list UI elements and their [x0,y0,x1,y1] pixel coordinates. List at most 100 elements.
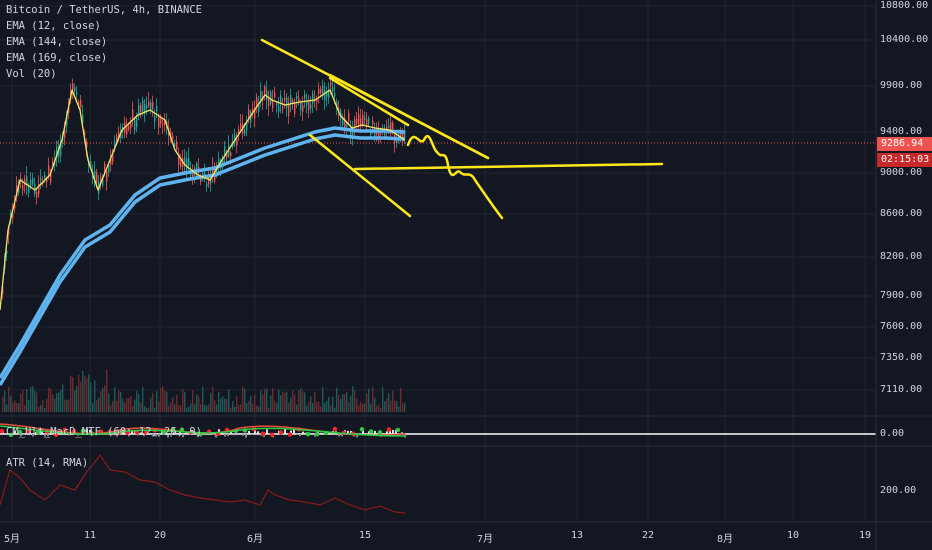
candle-body [48,165,50,175]
macd-hist [215,434,217,438]
candle-body [114,141,116,147]
volume-bar [240,404,242,412]
macd-hist [68,434,70,436]
candle-body [360,118,362,127]
candle-body [208,176,210,185]
legend-ema169[interactable]: EMA (169, close) [6,52,108,64]
volume-bar [218,391,220,412]
volume-bar [306,405,308,412]
macd-hist [197,434,199,437]
macd-hist [320,432,322,435]
current-price-badge: 9286.94 [877,137,932,151]
volume-bar [272,388,274,412]
volume-bar [312,402,314,412]
candle-body [308,99,310,110]
macd-dot [143,430,149,436]
candle-body [332,87,334,92]
legend: Bitcoin / TetherUS, 4h, BINANCE EMA (12,… [6,2,202,82]
volume-bar [78,374,80,412]
candle-body [366,119,368,126]
candle-body [64,130,66,138]
volume-bar [50,388,52,412]
volume-bar [388,393,390,412]
volume-bar [250,396,252,412]
volume-bar [62,384,64,412]
volume-bar [116,400,118,412]
volume-bar [52,394,54,412]
macd-hist [152,434,154,437]
candle-body [30,179,32,186]
indicator-tick: 200.00 [880,485,917,496]
volume-bar [324,402,326,412]
volume-bar [222,396,224,412]
candle-body [312,93,314,104]
macd-hist [302,431,304,435]
macd-pane [0,423,876,438]
volume-bar [300,388,302,412]
candle-body [72,83,74,94]
volume-bar [296,404,298,412]
macd-label[interactable]: CM_Ult_MacD_MTF (60, 12, 26, 9) [6,426,202,438]
candle-body [370,131,372,136]
volume-bar [86,378,88,412]
volume-bar [224,398,226,412]
candle-body [144,104,146,114]
volume-bar [138,394,140,412]
volume-bar [94,380,96,412]
volume-bar [196,394,198,412]
legend-ema144[interactable]: EMA (144, close) [6,36,108,48]
candle-body [284,97,286,101]
macd-hist [257,431,259,435]
macd-hist [113,434,115,436]
legend-vol[interactable]: Vol (20) [6,68,57,80]
volume-bar [72,376,74,412]
candle-body [280,95,282,104]
candle-body [180,159,182,167]
volume-bar [308,402,310,412]
volume-bar [346,391,348,412]
volume-bar [40,404,42,412]
candle-body [226,153,228,158]
volume-bar [392,390,394,412]
macd-hist [251,434,253,435]
volume-bar [82,371,84,412]
candle-body [52,161,54,165]
candle-body [278,106,280,112]
volume-bar [110,404,112,412]
atr-label[interactable]: ATR (14, RMA) [6,457,89,469]
macd-hist [185,432,187,435]
legend-symbol[interactable]: Bitcoin / TetherUS, 4h, BINANCE [6,4,202,16]
candle-body [252,108,254,113]
volume-bar [102,388,104,412]
volume-bar [188,406,190,412]
candle-body [84,132,86,136]
volume-bar [366,393,368,412]
candle-body [334,92,336,97]
volume-bar [244,388,246,412]
volume-bar [326,400,328,412]
candle-body [2,286,4,294]
candle-body [178,153,180,166]
volume-bar [304,392,306,412]
candle-body [342,117,344,126]
macd-hist [362,430,364,435]
candle-body [254,107,256,119]
legend-ema12[interactable]: EMA (12, close) [6,20,101,32]
volume-bar [232,401,234,412]
candle-body [288,104,290,117]
volume-bar [46,398,48,412]
candle-body [32,178,34,184]
candle-body [222,159,224,163]
price-tick: 10800.00 [880,0,929,11]
volume-bar [4,390,6,412]
volume-bar [180,405,182,412]
volume-bar [234,406,236,412]
volume-bar [84,375,86,412]
macd-hist [221,432,223,435]
volume-bar [176,394,178,412]
volume-bar [190,403,192,412]
candle-body [12,213,14,219]
candle-body [68,107,70,113]
signal-line [0,425,406,437]
